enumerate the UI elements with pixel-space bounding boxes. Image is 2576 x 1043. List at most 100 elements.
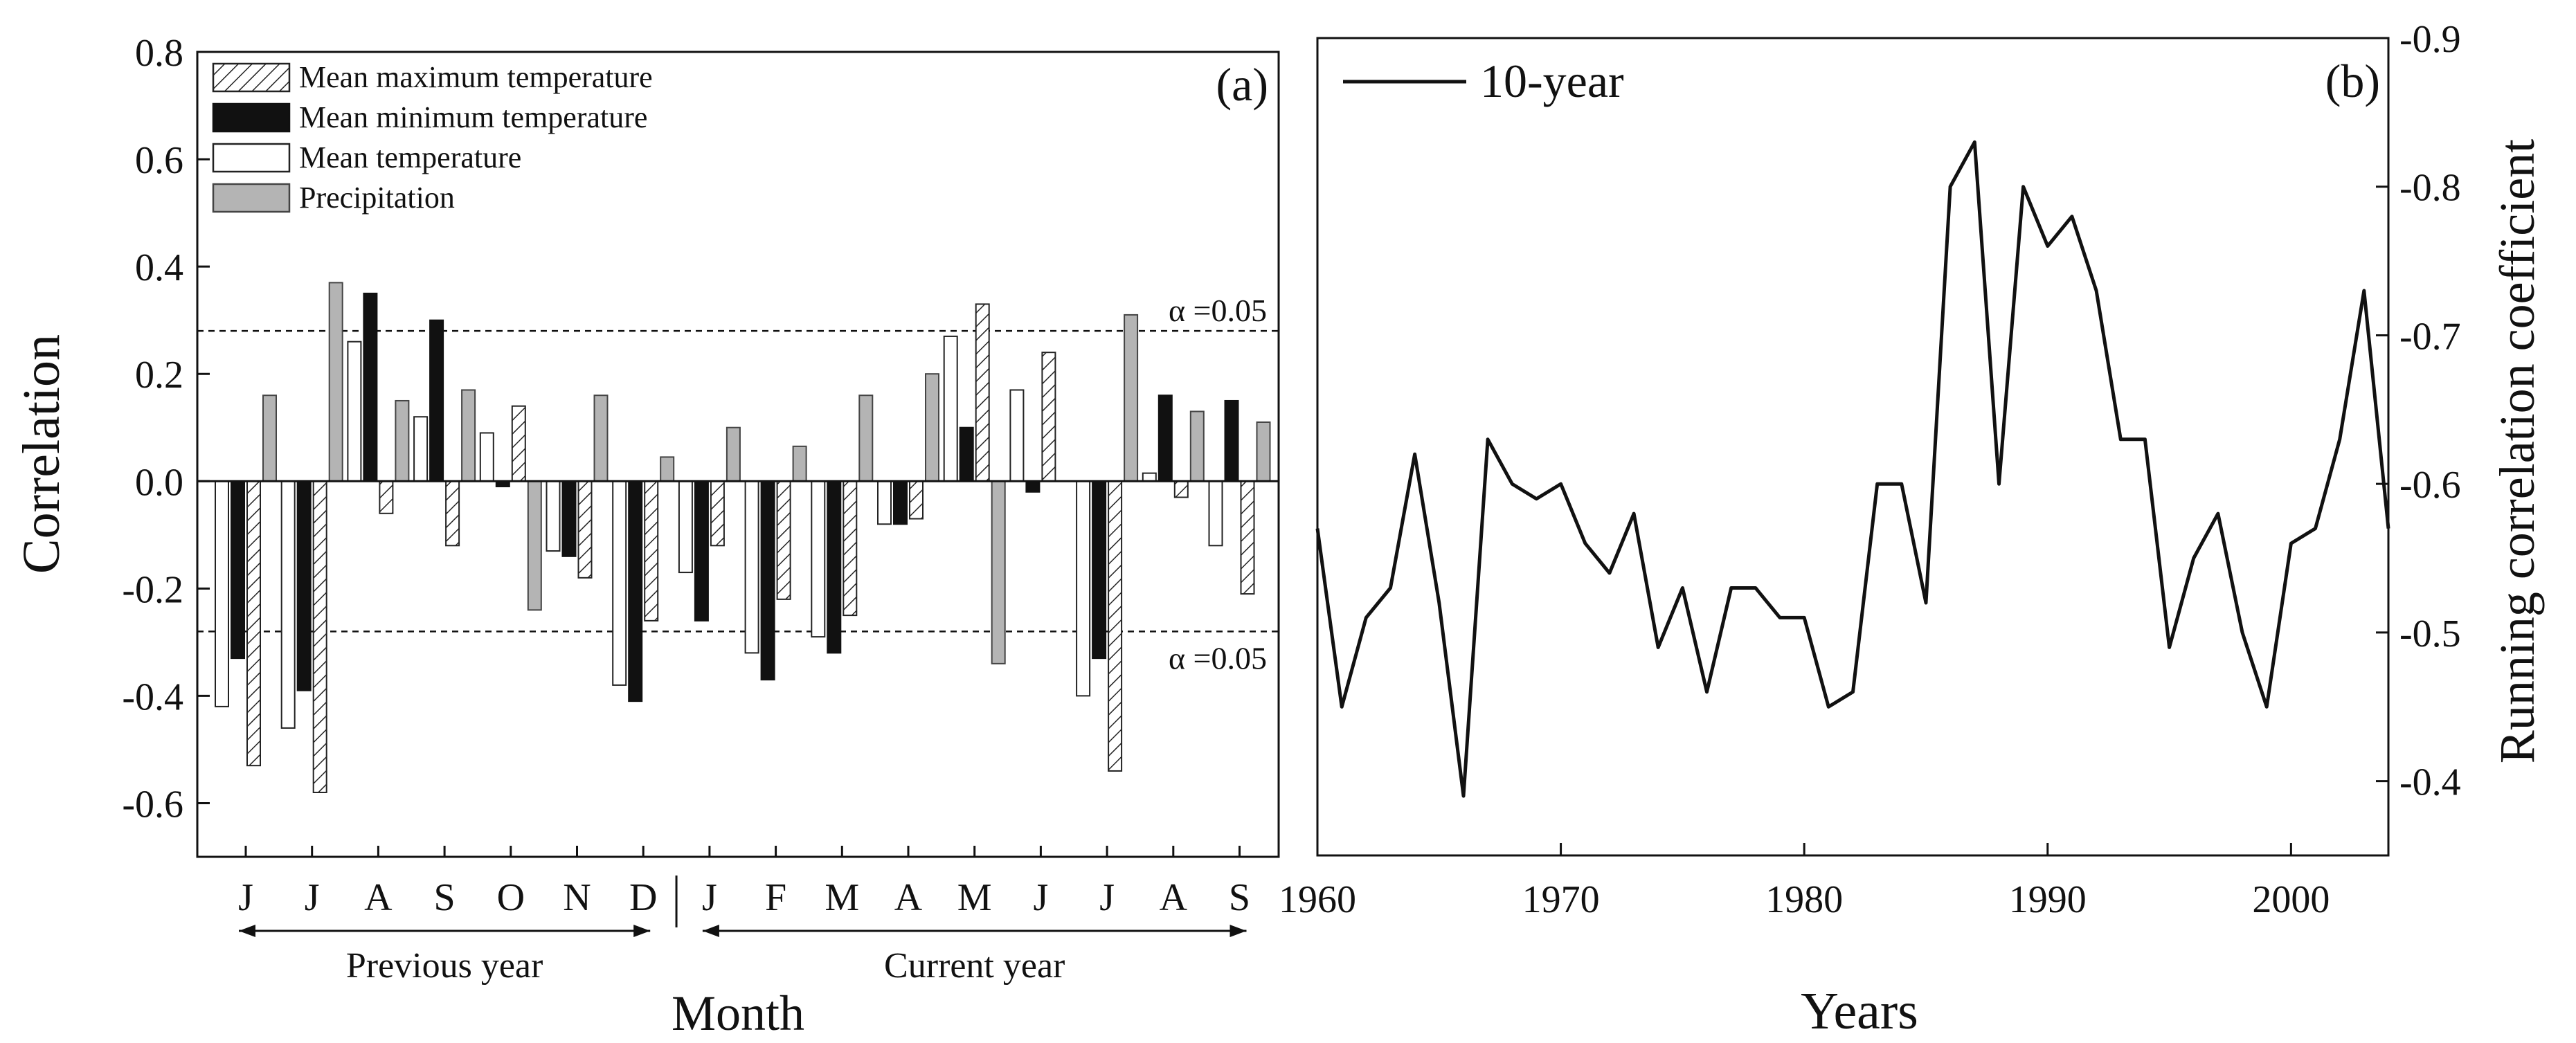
bar-mean-temperature-13 [1076,480,1091,697]
y-tick-label: -0.4 [2399,761,2461,804]
legend-label-10-year: 10-year [1480,55,1624,107]
bar-mean-minimum-temperature-3 [429,319,444,482]
y-tick-label: -0.5 [2399,613,2461,655]
bar-mean-minimum-temperature-0 [231,480,245,660]
bar-mean-maximum-temperature-10 [909,480,924,520]
bar-precipitation-11 [991,480,1006,664]
group-arrow-head [1230,925,1247,937]
bar-precipitation-7 [726,426,741,482]
group-arrow-head [633,925,651,937]
group-arrow-head [702,925,719,937]
bar-mean-temperature-1 [280,480,296,729]
bar-mean-temperature-15 [1208,480,1223,547]
bar-mean-maximum-temperature-15 [1240,480,1255,595]
x-tick-label: M [825,876,859,919]
bar-mean-temperature-4 [479,432,494,482]
bar-mean-temperature-10 [877,480,892,525]
panel-a: -0.6 -0.4 -0.2 0.0 0.2 0.4 0.6 0.8 α =0.05 α =0.… [12,32,1280,1041]
significance-label: α =0.05 [1169,640,1267,675]
bar-precipitation-1 [328,282,343,482]
bar-mean-maximum-temperature-13 [1108,480,1123,772]
bar-mean-maximum-temperature-0 [246,480,261,767]
bar-precipitation-10 [925,373,939,482]
panel-b-frame [1316,37,2390,857]
legend-label-mean-minimum-temperature: Mean minimum temperature [299,100,647,134]
panel-a-y-axis: -0.6 -0.4 -0.2 0.0 0.2 0.4 0.6 0.8 [122,32,210,826]
legend-label-mean-maximum-temperature: Mean maximum temperature [299,60,653,94]
x-tick-label: A [1160,876,1188,919]
bar-mean-maximum-temperature-4 [511,405,526,482]
bar-mean-minimum-temperature-10 [893,480,908,525]
y-tick-label: -0.6 [122,783,183,826]
x-tick-label: 1980 [1765,878,1843,921]
panel-b-x-axis: 1960 1970 1980 1990 2000 [1279,843,2330,921]
bar-precipitation-8 [792,445,807,482]
x-tick-label: S [1229,876,1250,919]
y-tick-label: -0.2 [122,568,183,611]
bar-mean-temperature-6 [612,480,627,686]
legend-swatch-mean-minimum-temperature [212,102,291,133]
x-tick-label: A [894,876,923,919]
bar-mean-minimum-temperature-8 [760,480,775,681]
bar-precipitation-2 [395,399,410,482]
bar-precipitation-0 [262,394,277,482]
significance-label: α =0.05 [1169,293,1267,328]
x-tick-label: J [702,876,717,919]
bar-precipitation-14 [1189,410,1205,482]
y-tick-label: 0.8 [135,32,183,75]
legend-label-mean-temperature: Mean temperature [299,140,521,174]
x-tick-label: D [629,876,657,919]
bar-mean-minimum-temperature-6 [628,480,643,702]
y-tick-label: -0.4 [122,675,183,718]
bar-mean-maximum-temperature-11 [975,303,990,482]
x-tick-label: 1990 [2009,878,2087,921]
panel-b-legend: 10-year [1343,55,1624,107]
bar-mean-maximum-temperature-9 [843,480,858,617]
bar-precipitation-5 [593,394,609,482]
bar-mean-maximum-temperature-2 [379,480,394,514]
bar-mean-minimum-temperature-1 [296,480,312,691]
x-tick-label: M [957,876,992,919]
y-tick-label: 0.2 [135,354,183,397]
bar-mean-maximum-temperature-8 [776,480,791,600]
panel-b-y-axis-title: Running correlation coefficient [2489,139,2545,763]
x-tick-label: 1960 [1279,878,1356,921]
bar-mean-minimum-temperature-14 [1158,394,1173,482]
y-tick-label: -0.7 [2399,315,2461,358]
y-tick-label: 0.6 [135,139,183,182]
x-tick-label: J [238,876,253,919]
bar-mean-maximum-temperature-14 [1173,480,1189,498]
bar-mean-minimum-temperature-15 [1224,399,1239,482]
y-tick-label: -0.6 [2399,464,2461,507]
bar-mean-temperature-2 [347,341,362,482]
x-tick-label: S [434,876,456,919]
panel-b-x-axis-title: Years [1801,982,1918,1040]
x-tick-label: J [1099,876,1115,919]
group-label: Current year [884,946,1065,986]
group-arrow-head [239,925,255,937]
x-tick-label: A [364,876,393,919]
panel-a-label: (a) [1216,58,1268,111]
bar-mean-temperature-7 [678,480,693,574]
bar-mean-maximum-temperature-3 [445,480,460,547]
bar-mean-minimum-temperature-2 [363,292,378,482]
bar-mean-maximum-temperature-12 [1041,352,1056,482]
bar-mean-minimum-temperature-11 [959,426,974,482]
legend-swatch-mean-temperature [212,143,291,173]
bar-precipitation-4 [527,480,542,611]
bar-mean-maximum-temperature-1 [312,480,327,793]
y-tick-label: -0.9 [2399,18,2461,61]
y-tick-label: 0.4 [135,246,183,289]
x-tick-label: F [765,876,786,919]
panel-b-y-axis: -0.4 -0.5 -0.6 -0.7 -0.8 -0.9 [2376,18,2461,804]
bar-mean-maximum-temperature-5 [577,480,593,579]
bar-mean-temperature-8 [744,480,759,654]
bar-mean-minimum-temperature-9 [827,480,842,654]
bar-mean-temperature-11 [943,335,958,482]
bar-mean-minimum-temperature-13 [1092,480,1107,660]
group-label: Previous year [346,946,543,986]
bar-mean-maximum-temperature-7 [710,480,725,547]
bar-precipitation-3 [461,389,476,482]
bar-mean-temperature-12 [1009,389,1025,482]
panel-a-year-groups: Previous year Current year [239,925,1247,986]
